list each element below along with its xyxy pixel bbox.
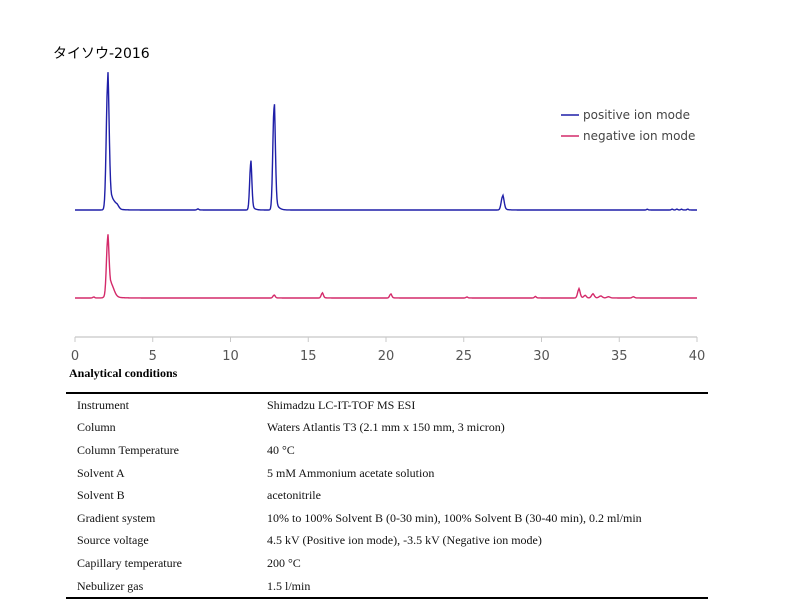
x-axis-ticks: 0 5 10 15 20 25 30 35 40 <box>71 337 705 364</box>
series-line-positive <box>75 72 697 211</box>
conditions-row: Nebulizer gas 1.5 l/min <box>66 575 708 599</box>
condition-label: Nebulizer gas <box>77 578 144 593</box>
conditions-row: Column Temperature 40 °C <box>66 439 708 462</box>
x-tick-label: 30 <box>533 349 550 364</box>
condition-value: 200 °C <box>267 555 301 570</box>
conditions-row: Capillary temperature 200 °C <box>66 552 708 575</box>
chromatogram-chart: タイソウ-2016 0 5 10 15 20 25 30 35 40 positive ion … <box>53 46 705 364</box>
condition-label: Solvent A <box>77 465 125 480</box>
condition-label: Column <box>77 420 116 435</box>
conditions-heading: Analytical conditions <box>69 366 178 380</box>
x-tick-label: 20 <box>378 349 395 364</box>
conditions-row: Instrument Shimadzu LC-IT-TOF MS ESI <box>66 393 708 417</box>
condition-label: Capillary temperature <box>77 555 182 570</box>
x-tick-label: 15 <box>300 349 317 364</box>
x-tick-label: 35 <box>611 349 628 364</box>
condition-value: Shimadzu LC-IT-TOF MS ESI <box>267 397 416 412</box>
conditions-row: Column Waters Atlantis T3 (2.1 mm x 150 m… <box>66 417 708 440</box>
conditions-row: Gradient system 10% to 100% Solvent B (0-… <box>66 507 708 530</box>
chart-title: タイソウ-2016 <box>53 46 150 62</box>
conditions-row: Solvent A 5 mM Ammonium acetate solution <box>66 462 708 485</box>
series-layer <box>75 72 697 299</box>
condition-label: Gradient system <box>77 510 156 525</box>
legend-label-negative: negative ion mode <box>583 129 695 143</box>
x-tick-label: 0 <box>71 349 79 364</box>
condition-value: 5 mM Ammonium acetate solution <box>267 465 435 480</box>
x-tick-label: 5 <box>149 349 157 364</box>
x-tick-label: 25 <box>455 349 472 364</box>
condition-value: 40 °C <box>267 442 295 457</box>
conditions-table: Instrument Shimadzu LC-IT-TOF MS ESI Colum… <box>66 392 708 599</box>
x-tick-label: 40 <box>689 349 706 364</box>
condition-value: 1.5 l/min <box>267 578 311 593</box>
series-line-negative <box>75 234 697 299</box>
condition-value: 4.5 kV (Positive ion mode), -3.5 kV (Neg… <box>267 533 542 548</box>
legend-label-positive: positive ion mode <box>583 108 690 122</box>
conditions-row: Solvent B acetonitrile <box>66 484 708 507</box>
condition-label: Instrument <box>77 397 129 412</box>
condition-label: Solvent B <box>77 488 125 503</box>
condition-label: Column Temperature <box>77 442 179 457</box>
conditions-row: Source voltage 4.5 kV (Positive ion mode)… <box>66 530 708 553</box>
condition-value: acetonitrile <box>267 488 321 503</box>
legend: positive ion mode negative ion mode <box>561 108 695 143</box>
condition-label: Source voltage <box>77 533 149 548</box>
condition-value: 10% to 100% Solvent B (0-30 min), 100% S… <box>267 510 642 525</box>
condition-value: Waters Atlantis T3 (2.1 mm x 150 mm, 3 m… <box>267 420 505 435</box>
x-tick-label: 10 <box>222 349 239 364</box>
